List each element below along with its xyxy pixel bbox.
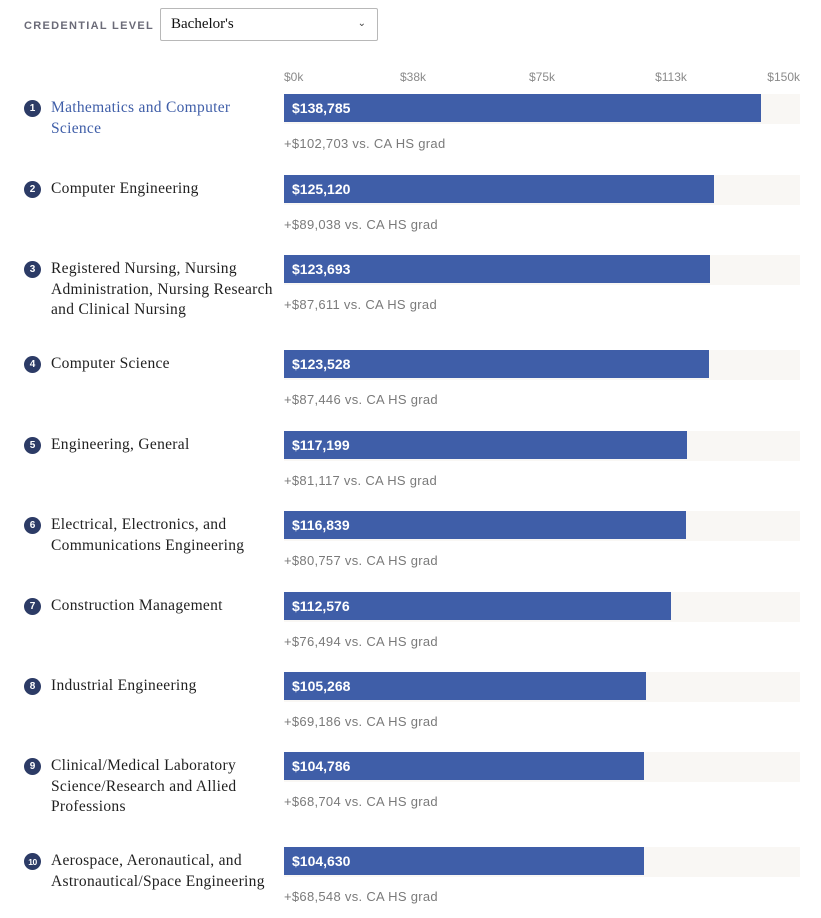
rank-badge: 4 [24,356,41,373]
major-name[interactable]: Computer Engineering [51,180,199,197]
hs-grad-difference: +$80,757 vs. CA HS grad [284,553,438,568]
axis-tick-label: $150k [767,70,800,84]
major-name[interactable]: Industrial Engineering [51,677,197,694]
hs-grad-difference: +$68,704 vs. CA HS grad [284,794,438,809]
major-name[interactable]: Electrical, Electronics, and Communicati… [51,516,245,554]
hs-grad-difference: +$102,703 vs. CA HS grad [284,136,446,151]
bar[interactable]: $104,786 [284,752,645,780]
major-name[interactable]: Mathematics and Computer Science [51,99,231,137]
hs-grad-difference: +$87,611 vs. CA HS grad [284,297,437,312]
axis-tick-label: $38k [399,70,427,84]
credential-level-value: Bachelor's [171,16,234,32]
axis-tick-label: $113k [655,70,687,84]
hs-grad-difference: +$81,117 vs. CA HS grad [284,473,437,488]
major-name[interactable]: Computer Science [51,355,170,372]
rank-badge: 7 [24,598,41,615]
rank-badge: 1 [24,100,41,117]
rank-badge: 8 [24,678,41,695]
rank-badge: 3 [24,261,41,278]
rank-badge: 9 [24,758,41,775]
major-name[interactable]: Registered Nursing, Nursing Administrati… [51,260,273,318]
hs-grad-difference: +$69,186 vs. CA HS grad [284,714,438,729]
hs-grad-difference: +$87,446 vs. CA HS grad [284,392,438,407]
rank-badge: 2 [24,181,41,198]
rank-badge: 6 [24,517,41,534]
major-name[interactable]: Engineering, General [51,436,190,453]
bar[interactable]: $104,630 [284,847,644,875]
credential-filter: CREDENTIAL LEVEL Bachelor's ⌄ [24,8,378,43]
axis-tick-label: $75k [528,70,556,84]
bar[interactable]: $123,693 [284,255,710,283]
bar[interactable]: $105,268 [284,672,647,700]
hs-grad-difference: +$89,038 vs. CA HS grad [284,217,438,232]
bar[interactable]: $123,528 [284,350,709,378]
major-name[interactable]: Construction Management [51,597,223,614]
rank-badge: 10 [24,853,41,870]
major-name[interactable]: Clinical/Medical Laboratory Science/Rese… [51,757,237,815]
bar[interactable]: $112,576 [284,592,672,620]
bar[interactable]: $117,199 [284,431,688,459]
rank-badge: 5 [24,437,41,454]
bar[interactable]: $116,839 [284,511,686,539]
credential-level-select[interactable]: Bachelor's ⌄ [160,8,378,41]
major-name[interactable]: Aerospace, Aeronautical, and Astronautic… [51,852,265,890]
credential-level-label: CREDENTIAL LEVEL [24,19,154,32]
bar[interactable]: $138,785 [284,94,762,122]
chevron-down-icon: ⌄ [357,18,366,29]
hs-grad-difference: +$68,548 vs. CA HS grad [284,889,438,904]
bar[interactable]: $125,120 [284,175,715,203]
hs-grad-difference: +$76,494 vs. CA HS grad [284,634,438,649]
axis-tick-label: $0k [284,70,304,84]
